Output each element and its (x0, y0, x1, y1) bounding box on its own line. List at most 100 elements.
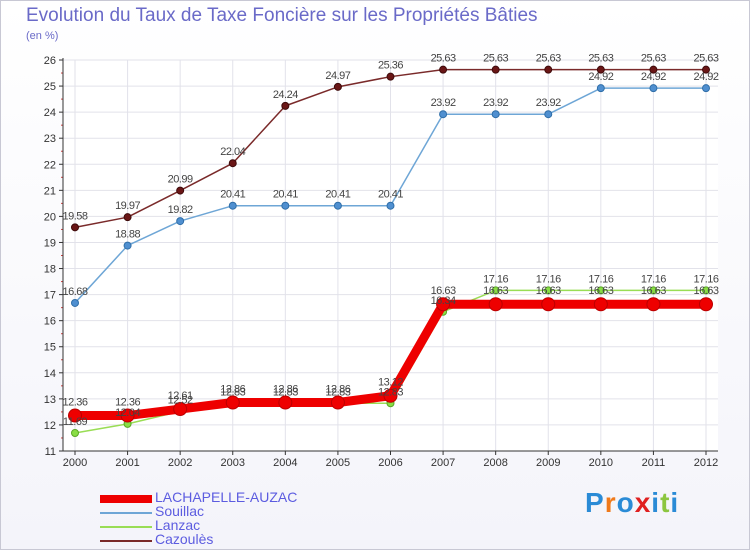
data-point (281, 201, 290, 210)
data-point (120, 408, 135, 423)
data-point (123, 241, 132, 250)
data-label: 12.36 (62, 397, 87, 409)
y-tick-label: 19 (44, 237, 56, 249)
data-point (173, 402, 188, 417)
data-label: 20.41 (325, 189, 350, 201)
data-label: 17.16 (483, 273, 508, 285)
x-tick-label: 2000 (63, 457, 87, 469)
data-label: 16.68 (62, 286, 87, 298)
data-label: 16.63 (431, 285, 456, 297)
x-tick-label: 2004 (273, 457, 297, 469)
y-tick-label: 16 (44, 316, 56, 328)
data-label: 25.63 (693, 53, 718, 65)
data-label: 25.63 (483, 53, 508, 65)
y-tick-label: 17 (44, 290, 56, 302)
data-point (702, 65, 710, 74)
data-label: 25.36 (378, 60, 403, 72)
x-tick-label: 2009 (536, 457, 560, 469)
data-label: 12.61 (168, 390, 193, 402)
data-label: 12.86 (325, 384, 350, 396)
data-point (596, 84, 605, 93)
data-point (544, 286, 553, 295)
data-label: 12.83 (325, 386, 350, 398)
data-label: 24.92 (641, 71, 666, 83)
data-label: 12.04 (115, 407, 140, 419)
data-point (278, 395, 293, 410)
data-label: 20.99 (168, 174, 193, 186)
x-tick-label: 2011 (642, 457, 666, 469)
data-point (330, 395, 345, 410)
data-point (702, 84, 710, 93)
data-point (439, 65, 448, 74)
data-point (596, 65, 605, 74)
legend-swatch (100, 495, 152, 503)
data-point (176, 217, 185, 226)
data-label: 20.41 (273, 189, 298, 201)
y-tick-label: 11 (45, 446, 56, 458)
data-label: 18.88 (115, 229, 140, 241)
y-tick-label: 25 (44, 81, 56, 93)
data-point (386, 201, 395, 210)
data-label: 23.92 (536, 97, 561, 109)
data-label: 19.97 (115, 200, 140, 212)
data-label: 16.63 (536, 285, 561, 297)
data-point (71, 298, 79, 307)
x-tick-label: 2007 (431, 457, 455, 469)
chart-title: Evolution du Taux de Taxe Foncière sur l… (26, 5, 538, 26)
data-point (596, 286, 605, 295)
x-tick-label: 2005 (326, 457, 350, 469)
data-point (436, 297, 451, 312)
y-tick-label: 14 (44, 368, 56, 380)
data-label: 20.41 (378, 189, 403, 201)
data-label: 24.24 (273, 89, 298, 101)
data-label: 16.63 (693, 285, 718, 297)
data-point (386, 72, 395, 81)
data-label: 25.63 (431, 53, 456, 65)
x-tick-label: 2008 (483, 457, 507, 469)
data-label: 25.63 (588, 53, 613, 65)
data-point (491, 65, 500, 74)
data-label: 16.63 (483, 285, 508, 297)
data-point (228, 159, 237, 168)
data-point (544, 65, 553, 74)
data-label: 24.92 (588, 71, 613, 83)
data-point (491, 110, 500, 119)
data-point (333, 201, 342, 210)
legend-label: LACHAPELLE-AUZAC (155, 489, 298, 505)
data-point (228, 201, 237, 210)
data-label: 19.82 (168, 204, 193, 216)
data-point (176, 186, 185, 195)
data-point (383, 388, 398, 403)
data-label: 20.41 (220, 189, 245, 201)
data-point (71, 429, 79, 438)
y-tick-label: 21 (44, 185, 56, 197)
x-tick-label: 2012 (694, 457, 718, 469)
data-label: 12.83 (220, 386, 245, 398)
x-tick-label: 2002 (168, 457, 192, 469)
data-point (702, 286, 710, 295)
y-tick-label: 20 (44, 211, 56, 223)
data-point (699, 297, 713, 312)
data-label: 17.16 (588, 273, 613, 285)
legend-label: Lanzac (155, 517, 201, 533)
data-point (646, 297, 661, 312)
x-tick-label: 2001 (115, 457, 139, 469)
data-label: 23.92 (431, 97, 456, 109)
data-label: 11.69 (63, 416, 88, 428)
data-point (333, 82, 342, 91)
legend-swatch (100, 540, 152, 542)
data-label: 16.63 (588, 285, 613, 297)
data-label: 12.86 (273, 384, 298, 396)
data-point (541, 297, 556, 312)
y-tick-label: 18 (44, 264, 56, 276)
data-label: 13.12 (378, 377, 403, 389)
data-label: 16.63 (641, 285, 666, 297)
data-point (71, 223, 79, 232)
y-axis-unit: (en %) (26, 30, 59, 42)
x-tick-label: 2003 (221, 457, 245, 469)
data-point (225, 395, 240, 410)
data-label: 22.04 (220, 146, 245, 158)
data-label: 19.58 (62, 210, 87, 222)
data-label: 12.52 (168, 394, 193, 406)
y-tick-label: 24 (44, 107, 56, 119)
